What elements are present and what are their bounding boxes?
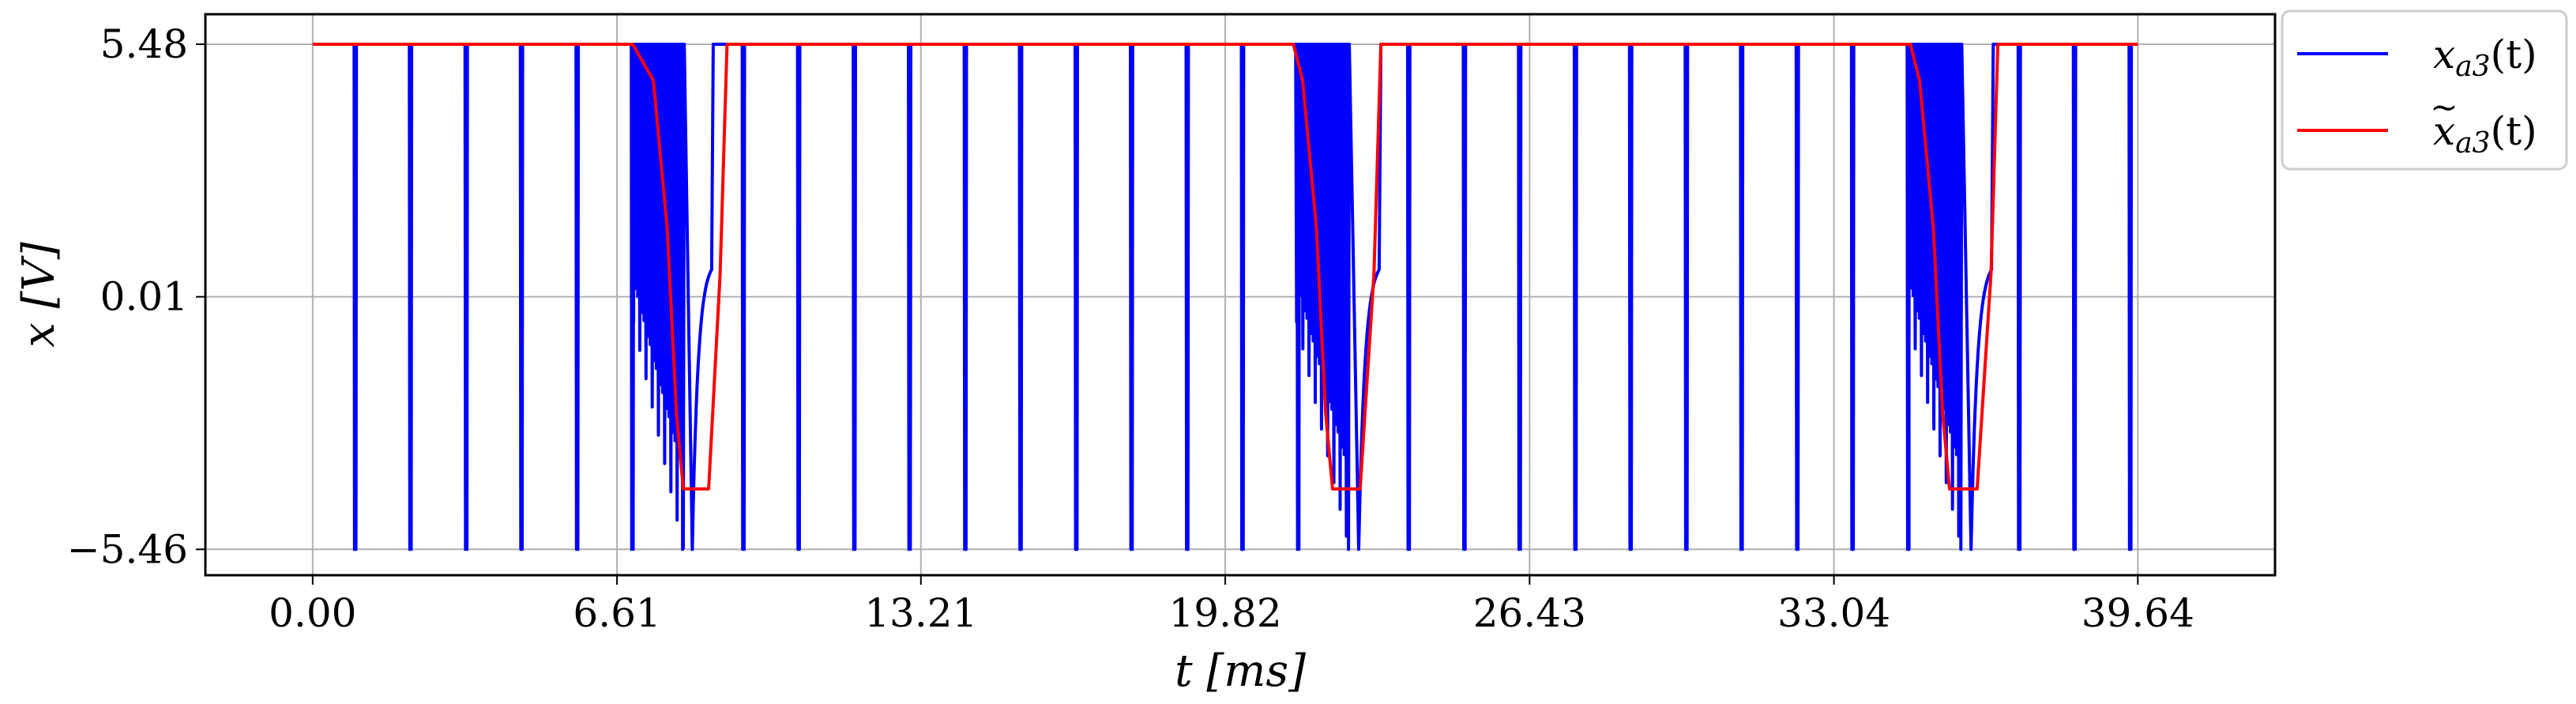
y-tick-label: 0.01	[100, 274, 188, 320]
x-axis-ticks: 0.00 6.61 13.21 19.82 26.43 33.04 39.64	[269, 575, 2194, 636]
series-line-xa3-tilde	[312, 43, 2138, 491]
y-tick-label: −5.46	[67, 526, 188, 572]
x-tick-label: 13.21	[864, 590, 977, 636]
y-axis-label: x [V]	[13, 242, 65, 348]
x-axis-label: t [ms]	[1175, 646, 1306, 697]
plot-area-frame	[204, 13, 2277, 577]
x-tick-label: 6.61	[573, 590, 660, 636]
y-tick-label: 5.48	[100, 21, 188, 67]
x-tick-label: 19.82	[1168, 590, 1281, 636]
x-tick-label: 39.64	[2081, 590, 2194, 636]
legend-label-xa3-tilde: xa3(t)	[2433, 108, 2537, 160]
x-tick-label: 0.00	[269, 590, 356, 636]
x-tick-label: 26.43	[1473, 590, 1586, 636]
x-tick-label: 33.04	[1777, 590, 1890, 636]
plot-series	[312, 43, 2138, 552]
legend-label-xa3: xa3(t)	[2433, 32, 2537, 83]
y-axis-ticks: 5.48 0.01 −5.46	[67, 21, 205, 572]
legend-tilde-mark: ~	[2430, 88, 2458, 126]
legend: xa3(t) xa3(t) ~	[2281, 9, 2568, 171]
